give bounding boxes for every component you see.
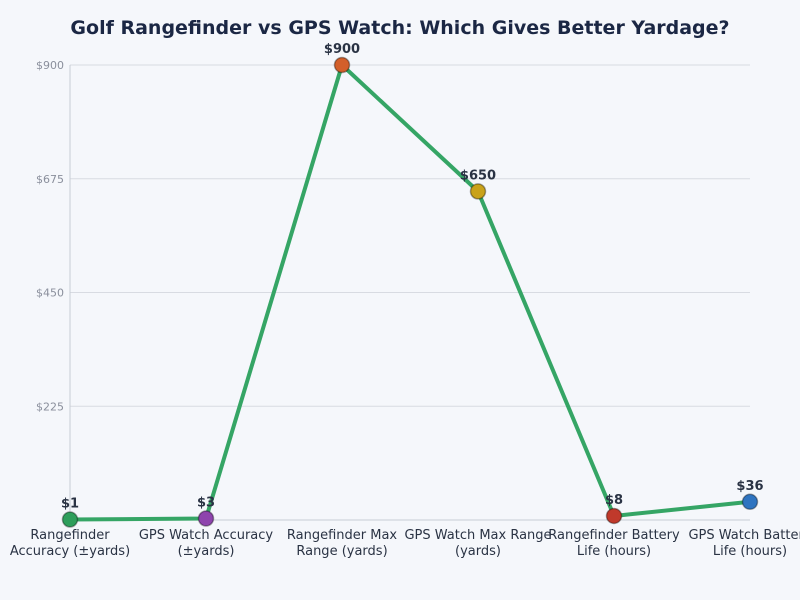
x-tick-label: Life (hours) <box>713 544 787 559</box>
data-point <box>333 56 351 74</box>
x-tick-label: GPS Watch Max Range <box>404 528 551 543</box>
data-point <box>197 510 215 527</box>
x-tick-label: Accuracy (±yards) <box>10 544 130 559</box>
x-tick-label: Rangefinder Max <box>287 528 398 543</box>
data-labels: $1 $3 $900 $650 $8 $36 <box>61 42 764 511</box>
x-tick-label: GPS Watch Accuracy <box>139 528 274 543</box>
x-tick-label: (yards) <box>455 544 501 559</box>
data-label: $650 <box>460 168 496 183</box>
x-tick-label: Life (hours) <box>577 544 651 559</box>
data-points <box>61 56 759 528</box>
data-label: $8 <box>605 493 623 508</box>
y-tick-label: $225 <box>36 400 64 413</box>
data-label: $3 <box>197 495 215 510</box>
data-label: $1 <box>61 496 79 511</box>
x-tick-label: Rangefinder Battery <box>548 528 680 543</box>
y-tick-label: $900 <box>36 59 64 72</box>
y-tick-labels: $225 $450 $675 $900 <box>36 59 64 413</box>
x-tick-label: GPS Watch Battery <box>688 528 800 543</box>
x-tick-label: Range (yards) <box>296 544 387 559</box>
series-line <box>69 63 751 522</box>
data-point <box>61 511 79 528</box>
y-tick-label: $675 <box>36 173 64 186</box>
data-label: $36 <box>736 479 763 494</box>
x-tick-label: (±yards) <box>178 544 235 559</box>
data-point <box>741 493 759 511</box>
y-tick-label: $450 <box>36 287 64 300</box>
gridlines <box>70 64 750 407</box>
data-label: $900 <box>324 42 360 57</box>
chart-title: Golf Rangefinder vs GPS Watch: Which Giv… <box>70 17 729 39</box>
data-point <box>605 507 623 525</box>
data-point <box>469 183 487 200</box>
x-tick-label: Rangefinder <box>30 528 110 543</box>
